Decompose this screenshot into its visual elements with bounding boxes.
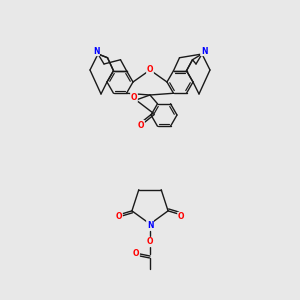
Text: O: O xyxy=(147,65,153,74)
Text: N: N xyxy=(147,220,153,230)
Text: O: O xyxy=(131,92,137,101)
Text: N: N xyxy=(201,46,207,56)
Text: N: N xyxy=(93,46,99,56)
Text: O: O xyxy=(147,238,153,247)
Text: O: O xyxy=(138,121,144,130)
Text: O: O xyxy=(178,212,184,221)
Text: O: O xyxy=(133,248,139,257)
Text: O: O xyxy=(116,212,122,221)
